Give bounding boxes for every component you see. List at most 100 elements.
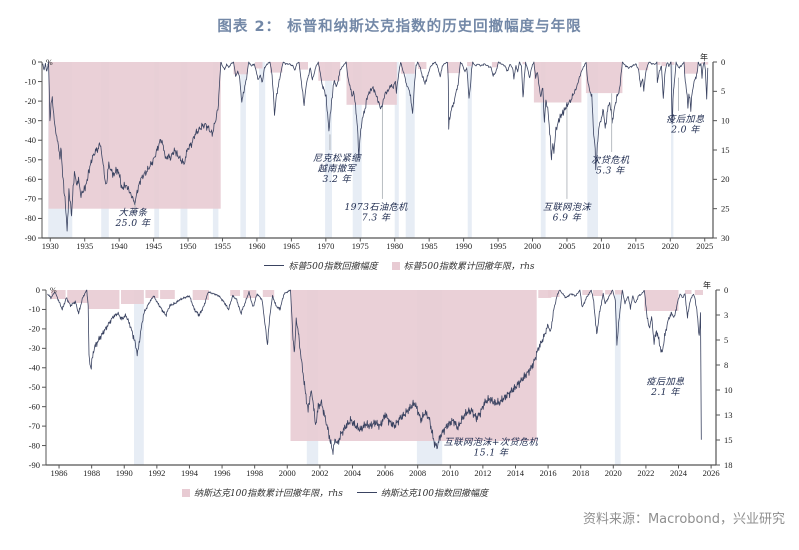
episode-block	[548, 290, 560, 297]
legend-label: 标普500指数回撤幅度	[288, 262, 378, 272]
x-tick-label: 1945	[145, 241, 162, 251]
drawdown-line	[42, 61, 709, 232]
legend-nasdaq: 纳斯达克100指数累计回撤年限，rhs 纳斯达克100指数回撤幅度	[0, 486, 670, 499]
area-swatch	[391, 261, 400, 270]
left-tick-label: -10	[29, 304, 40, 314]
right-tick-label: 0	[724, 285, 728, 295]
x-tick-label: 2000	[524, 241, 541, 251]
left-tick-label: -80	[29, 440, 40, 450]
chart-sp500: 0-10-20-30-40-50-60-70-80-90051015202530…	[25, 52, 730, 251]
legend-item-sp500-line: 标普500指数回撤幅度	[264, 259, 378, 272]
x-tick-label: 2016	[540, 468, 557, 478]
line-swatch	[356, 492, 377, 493]
episode-block	[192, 290, 209, 300]
episode-block	[592, 290, 603, 296]
x-tick-label: 1985	[421, 241, 438, 251]
left-tick-label: -30	[29, 343, 40, 353]
annotation-text: 疫后加息	[666, 114, 705, 125]
x-tick-label: 1955	[214, 241, 231, 251]
x-tick-label: 1998	[246, 468, 263, 478]
right-axis-unit: 年	[703, 280, 711, 290]
recession-band	[325, 62, 332, 238]
x-tick-label: 2005	[558, 241, 575, 251]
x-tick-label: 1992	[148, 468, 165, 478]
annotation-text: 互联网泡沫+次贷危机	[444, 437, 539, 448]
annotation-text: 25.0 年	[114, 218, 150, 229]
episode-block	[705, 62, 709, 65]
annotation-text: 2.1 年	[650, 387, 680, 398]
left-tick-label: -70	[25, 194, 36, 204]
left-tick-label: -90	[25, 233, 36, 243]
x-tick-label: 2025	[696, 241, 713, 251]
right-tick-label: 5	[724, 335, 728, 345]
axes: 0-10-20-30-40-50-60-70-80-90051015202530…	[25, 52, 730, 251]
recession-band	[587, 62, 598, 238]
left-tick-label: -60	[25, 174, 36, 184]
right-tick-label: 10	[724, 385, 733, 395]
right-tick-label: 20	[721, 174, 730, 184]
episode-block	[661, 62, 667, 67]
episode-block	[230, 290, 240, 296]
episode-block	[160, 290, 175, 299]
episode-block	[694, 290, 703, 295]
episode-block	[644, 290, 679, 311]
left-tick-label: 0	[32, 57, 36, 67]
drawdown-duration-blocks	[50, 290, 703, 441]
episode-block	[88, 290, 120, 309]
episode-block	[233, 62, 248, 75]
episode-block	[614, 290, 623, 295]
left-tick-label: -50	[29, 382, 40, 392]
annotation-text: 2.0 年	[670, 124, 700, 135]
episode-block	[67, 290, 89, 303]
left-tick-label: -30	[25, 115, 36, 125]
x-tick-label: 1975	[352, 241, 369, 251]
x-tick-label: 1965	[283, 241, 300, 251]
left-tick-label: -80	[25, 213, 36, 223]
episode-block	[262, 290, 275, 297]
recession-band	[352, 62, 362, 238]
episode-block	[538, 290, 552, 298]
right-tick-label: 10	[721, 115, 730, 125]
x-tick-label: 2022	[637, 468, 654, 478]
right-tick-label: 8	[724, 360, 728, 370]
x-tick-label: 1990	[116, 468, 133, 478]
right-tick-label: 15	[721, 145, 730, 155]
x-tick-label: 1950	[180, 241, 197, 251]
x-tick-label: 1996	[214, 468, 231, 478]
episode-block	[657, 62, 661, 65]
episode-block	[585, 62, 623, 94]
x-tick-label: 1970	[317, 241, 334, 251]
episode-block	[346, 62, 397, 105]
left-axis-unit: %	[46, 58, 53, 67]
x-tick-label: 2012	[474, 468, 491, 478]
left-axis-unit: %	[50, 286, 57, 295]
x-tick-label: 1995	[490, 241, 507, 251]
x-tick-label: 1988	[83, 468, 100, 478]
episode-block	[671, 62, 675, 65]
x-tick-label: 2004	[344, 468, 362, 478]
annotation-text: 5.3 年	[596, 165, 625, 176]
recession-band	[405, 62, 415, 238]
left-tick-label: 0	[36, 285, 40, 295]
x-tick-label: 2006	[377, 468, 394, 478]
right-tick-label: 0	[721, 57, 725, 67]
episode-block	[400, 62, 415, 74]
right-tick-label: 15	[724, 435, 733, 445]
source-note: 资料来源：Macrobond，兴业研究	[582, 512, 785, 527]
right-tick-label: 5	[721, 86, 725, 96]
annotation-text: 大萧条	[119, 208, 148, 219]
x-tick-label: 2010	[442, 468, 459, 478]
x-tick-label: 1980	[386, 241, 403, 251]
recession-band	[134, 290, 144, 465]
episode-block	[701, 62, 704, 64]
episode-block	[533, 62, 582, 103]
annotation-text: 尼克松紧缩	[313, 153, 362, 164]
x-tick-label: 2020	[662, 241, 679, 251]
legend-label: 纳斯达克100指数回撤幅度	[380, 489, 489, 499]
recession-band	[259, 62, 266, 238]
x-tick-label: 1986	[51, 468, 68, 478]
left-tick-label: -20	[29, 324, 40, 334]
